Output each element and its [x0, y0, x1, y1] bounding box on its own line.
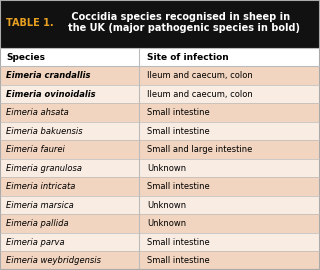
- Bar: [0, 122, 320, 140]
- Bar: [0, 177, 320, 196]
- Bar: [0, 66, 320, 85]
- Text: TABLE 1.: TABLE 1.: [6, 18, 54, 28]
- Bar: [0, 103, 320, 122]
- Text: Small intestine: Small intestine: [147, 108, 210, 117]
- Bar: [0, 85, 320, 103]
- Bar: [0, 159, 320, 177]
- Text: Small intestine: Small intestine: [147, 256, 210, 265]
- Text: Eimeria ahsata: Eimeria ahsata: [6, 108, 69, 117]
- Bar: [0, 233, 320, 251]
- Bar: [0, 214, 320, 233]
- Text: Small intestine: Small intestine: [147, 238, 210, 247]
- Bar: [0, 196, 320, 214]
- Text: Eimeria crandallis: Eimeria crandallis: [6, 71, 91, 80]
- Text: Eimeria granulosa: Eimeria granulosa: [6, 164, 83, 173]
- Text: Coccidia species recognised in sheep in
the UK (major pathogenic species in bold: Coccidia species recognised in sheep in …: [68, 12, 300, 33]
- Text: Small intestine: Small intestine: [147, 127, 210, 136]
- Text: Unknown: Unknown: [147, 201, 186, 210]
- Text: Unknown: Unknown: [147, 219, 186, 228]
- Text: Ileum and caecum, colon: Ileum and caecum, colon: [147, 71, 253, 80]
- Text: Small and large intestine: Small and large intestine: [147, 145, 252, 154]
- Text: Eimeria bakuensis: Eimeria bakuensis: [6, 127, 83, 136]
- Text: Eimeria ovinoidalis: Eimeria ovinoidalis: [6, 90, 96, 99]
- Text: Small intestine: Small intestine: [147, 182, 210, 191]
- Bar: [0, 0, 320, 48]
- Bar: [0, 251, 320, 270]
- Text: Eimeria intricata: Eimeria intricata: [6, 182, 76, 191]
- Text: Eimeria pallida: Eimeria pallida: [6, 219, 69, 228]
- Text: Species: Species: [6, 53, 45, 62]
- Text: Eimeria weybridgensis: Eimeria weybridgensis: [6, 256, 101, 265]
- Text: Ileum and caecum, colon: Ileum and caecum, colon: [147, 90, 253, 99]
- Text: Eimeria faurei: Eimeria faurei: [6, 145, 65, 154]
- Bar: [0, 140, 320, 159]
- Bar: [0, 48, 320, 66]
- Text: Site of infection: Site of infection: [147, 53, 229, 62]
- Text: Eimeria parva: Eimeria parva: [6, 238, 65, 247]
- Text: Eimeria marsica: Eimeria marsica: [6, 201, 74, 210]
- Text: Unknown: Unknown: [147, 164, 186, 173]
